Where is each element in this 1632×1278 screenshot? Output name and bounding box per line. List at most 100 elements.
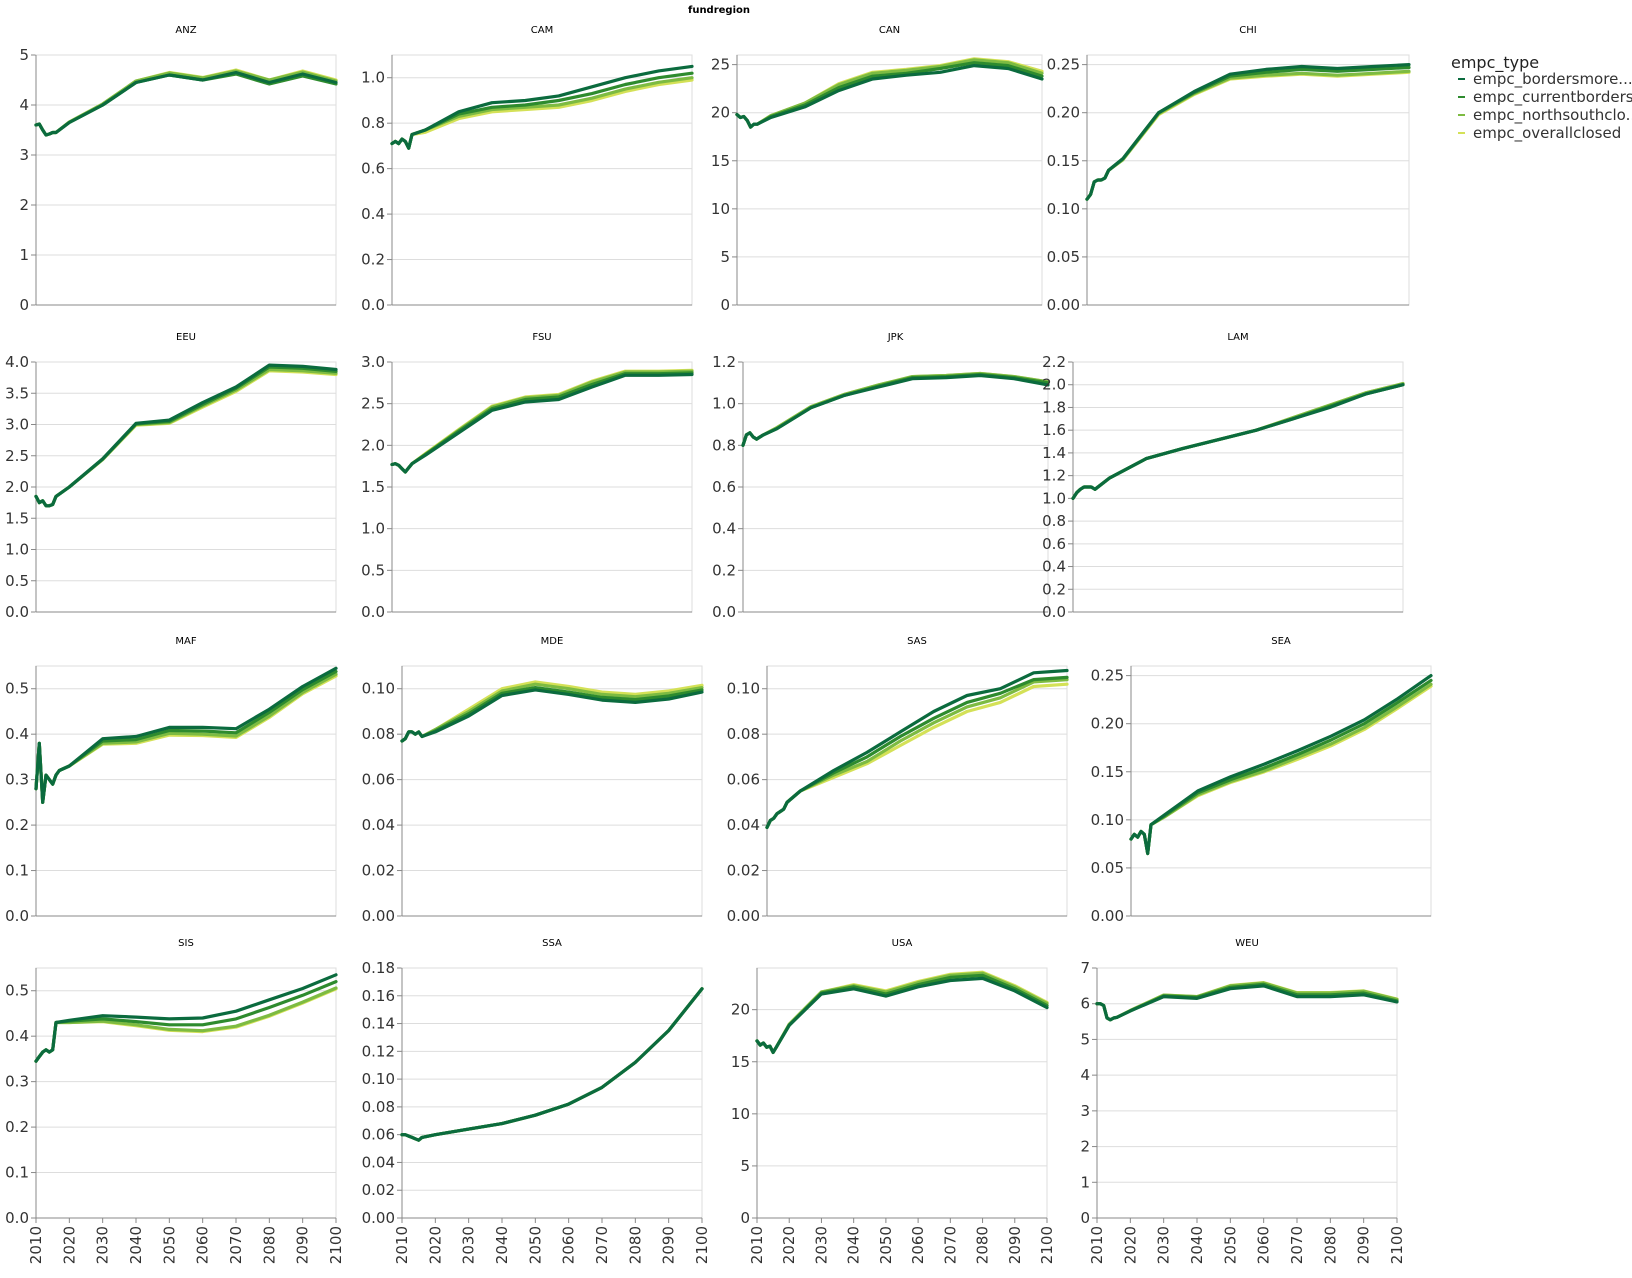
series-line-1	[34, 666, 338, 805]
x-tick-label: 2030	[812, 1226, 830, 1264]
y-tick-label: 0.08	[362, 725, 395, 743]
y-tick-label: 2	[1080, 1138, 1090, 1156]
series-line-1	[1095, 984, 1399, 1022]
series-line-4	[390, 368, 694, 474]
y-tick-label: 0	[19, 296, 29, 314]
panel-frame	[391, 54, 693, 306]
panel-lam: 0.0 0.2 0.4 0.6 0.8 1.0 1.2 1.4 1.6 1.8 2.0 2.2 LAM	[1042, 332, 1405, 621]
y-tick-label: 1	[19, 246, 29, 264]
y-tick-label: 0.16	[362, 987, 395, 1005]
y-tick-label: 0.2	[361, 251, 385, 269]
y-tick-label: 0.2	[5, 1118, 29, 1136]
y-tick-label: 0.20	[1091, 715, 1124, 733]
panel-sea: 0.00 0.05 0.10 0.15 0.20 0.25 SEA	[1091, 636, 1433, 925]
x-tick-label: 2080	[1321, 1226, 1339, 1264]
y-tick-label: 0.4	[712, 520, 736, 538]
facet-label: SEA	[1271, 636, 1291, 647]
x-tick-label: 2010	[1088, 1226, 1106, 1264]
x-tick-label: 2070	[227, 1226, 245, 1264]
x-tick-label: 2080	[626, 1226, 644, 1264]
y-tick-label: 0.1	[5, 862, 29, 880]
panel-chi: 0.00 0.05 0.10 0.15 0.20 0.25 CHI	[1047, 25, 1411, 314]
y-tick-label: 0.6	[361, 160, 385, 178]
y-tick-label: 1	[1080, 1173, 1090, 1191]
y-tick-label: 0	[720, 296, 730, 314]
x-tick-label: 2100	[1038, 1226, 1056, 1264]
y-tick-label: 5	[1080, 1030, 1090, 1048]
y-tick-label: 0.5	[5, 572, 29, 590]
y-tick-label: 0.08	[727, 725, 760, 743]
series-line-3	[34, 69, 338, 137]
series-line-2	[1095, 982, 1399, 1022]
facet-label: MAF	[175, 636, 196, 647]
panel-frame	[401, 665, 703, 917]
y-tick-label: 0.8	[1042, 512, 1066, 530]
y-tick-label: 0.04	[362, 1153, 395, 1171]
y-tick-label: 0.5	[5, 680, 29, 698]
x-tick-label: 2040	[1188, 1226, 1206, 1264]
series-line-2	[1085, 65, 1411, 201]
series-line-1	[34, 973, 338, 1063]
y-tick-label: 0.5	[361, 561, 385, 579]
x-tick-label: 2060	[1255, 1226, 1273, 1264]
y-tick-label: 2.0	[5, 478, 29, 496]
x-tick-label: 2060	[194, 1226, 212, 1264]
facet-label: CAM	[531, 25, 553, 36]
series-line-4	[400, 987, 704, 1142]
y-tick-label: 3.0	[361, 353, 385, 371]
legend-item-label: empc_overallclosed	[1473, 124, 1621, 143]
series-line-4	[34, 369, 338, 508]
series-line-1	[1129, 673, 1433, 856]
x-tick-label: 2090	[660, 1226, 678, 1264]
legend-item-label: empc_bordersmore...	[1473, 70, 1632, 89]
series-line-2	[400, 987, 704, 1142]
series-line-1	[735, 63, 1044, 129]
y-tick-label: 0	[1080, 1209, 1090, 1227]
x-tick-label: 2040	[493, 1226, 511, 1264]
series-line-2	[765, 675, 1069, 830]
x-tick-label: 2070	[941, 1226, 959, 1264]
y-tick-label: 0.05	[1091, 859, 1124, 877]
y-tick-label: 0.10	[362, 680, 395, 698]
x-tick-label: 2020	[1121, 1226, 1139, 1264]
panel-maf: 0.0 0.1 0.2 0.3 0.4 0.5 MAF	[5, 636, 338, 925]
x-tick-label: 2090	[294, 1226, 312, 1264]
panel-fsu: 0.0 0.5 1.0 1.5 2.0 2.5 3.0 FSU	[361, 332, 694, 621]
y-tick-label: 4	[1080, 1066, 1090, 1084]
facet-label: EEU	[176, 332, 196, 343]
y-tick-label: 25	[711, 56, 730, 74]
y-tick-label: 0.0	[5, 1209, 29, 1227]
x-tick-label: 2050	[526, 1226, 544, 1264]
x-tick-label: 2100	[1388, 1226, 1406, 1264]
x-tick-label: 2020	[780, 1226, 798, 1264]
x-tick-label: 2050	[877, 1226, 895, 1264]
y-tick-label: 1.2	[1042, 467, 1066, 485]
panel-sis: 0.0 0.1 0.2 0.3 0.4 0.5 SIS 2010 2020 2030 2040 205…	[5, 938, 345, 1264]
y-tick-label: 1.2	[712, 353, 736, 371]
y-tick-label: 6	[1080, 995, 1090, 1013]
series-line-1	[1071, 383, 1405, 500]
y-tick-label: 0.20	[1047, 104, 1080, 122]
y-tick-label: 3.0	[5, 416, 29, 434]
y-tick-label: 0.2	[1042, 580, 1066, 598]
series-line-4	[765, 682, 1069, 830]
y-tick-label: 5	[19, 46, 29, 64]
series-line-1	[34, 70, 338, 137]
x-tick-label: 2050	[160, 1226, 178, 1264]
y-tick-label: 1.8	[1042, 398, 1066, 416]
y-tick-label: 2.0	[361, 436, 385, 454]
y-tick-label: 0.0	[1042, 603, 1066, 621]
series-line-1	[1085, 62, 1411, 201]
series-line-2	[741, 372, 1050, 447]
y-tick-label: 0.02	[362, 862, 395, 880]
y-tick-label: 0.0	[712, 603, 736, 621]
x-tick-label: 2030	[94, 1226, 112, 1264]
x-tick-label: 2030	[1155, 1226, 1173, 1264]
y-tick-label: 0.14	[362, 1015, 395, 1033]
x-tick-label: 2050	[1221, 1226, 1239, 1264]
y-tick-label: 0.6	[712, 478, 736, 496]
facet-label: JPK	[887, 332, 904, 343]
panel-usa: 0 5 10 15 20 USA 2010 2020 2030 2040 2050 2060 2070 2…	[731, 938, 1056, 1264]
legend-title: empc_type	[1451, 53, 1539, 73]
